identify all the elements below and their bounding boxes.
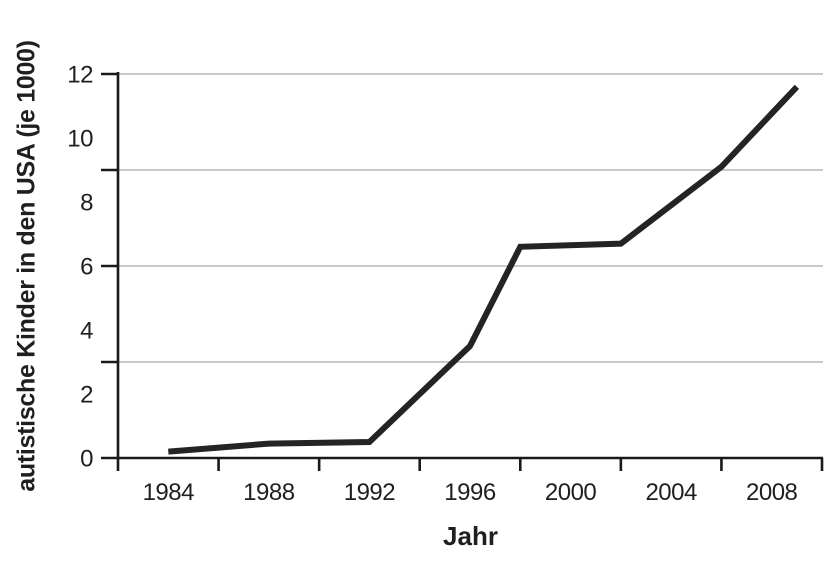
y-tick-label: 6 bbox=[80, 254, 93, 281]
y-tick-label: 0 bbox=[80, 446, 93, 473]
x-tick-label: 2004 bbox=[645, 479, 697, 506]
x-tick-label: 1992 bbox=[344, 479, 396, 506]
y-tick-label: 2 bbox=[80, 382, 93, 409]
y-tick-label: 4 bbox=[80, 318, 93, 345]
y-axis-title: autistische Kinder in den USA (je 1000) bbox=[12, 40, 41, 492]
x-axis-title: Jahr bbox=[443, 521, 498, 551]
x-tick-label: 2008 bbox=[746, 479, 798, 506]
y-tick-label: 10 bbox=[67, 126, 93, 153]
y-tick-label: 12 bbox=[67, 62, 93, 89]
x-tick-label: 1996 bbox=[444, 479, 496, 506]
x-tick-label: 1984 bbox=[143, 479, 195, 506]
x-tick-label: 1988 bbox=[243, 479, 295, 506]
y-tick-label: 8 bbox=[80, 190, 93, 217]
x-tick-label: 2000 bbox=[545, 479, 597, 506]
data-line bbox=[168, 84, 800, 455]
